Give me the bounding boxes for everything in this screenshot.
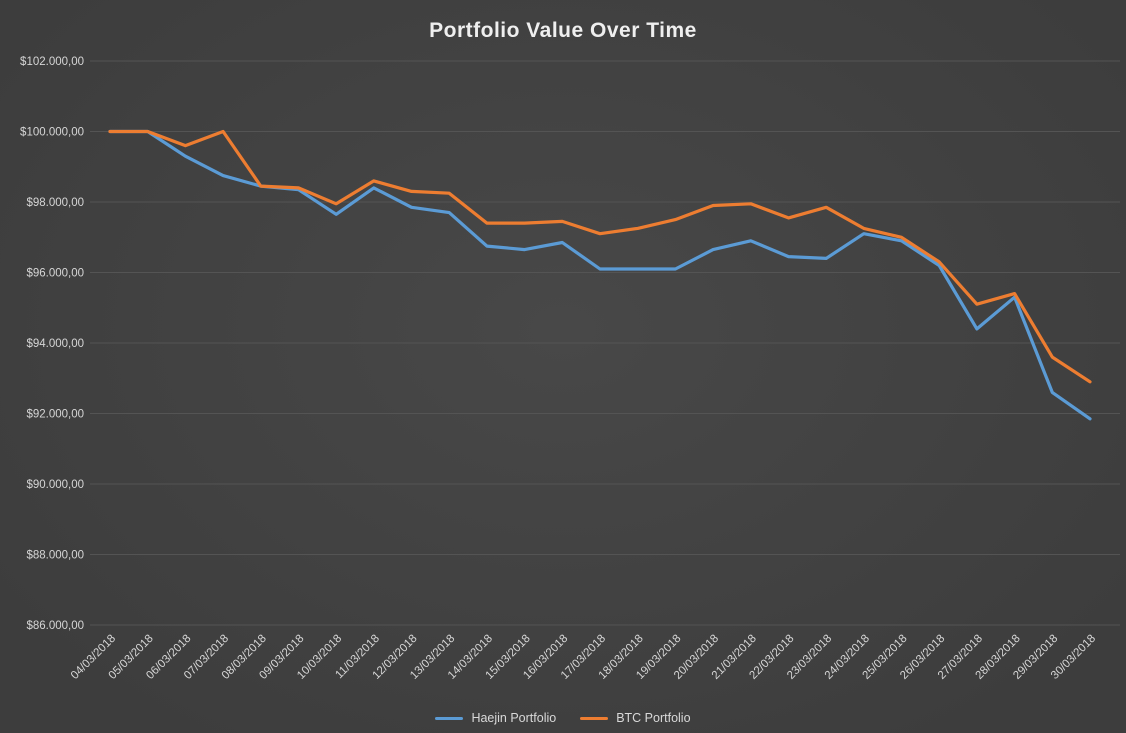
y-axis-tick-label: $86.000,00 bbox=[26, 620, 84, 632]
legend-item-btc-portfolio: BTC Portfolio bbox=[580, 711, 691, 725]
legend: Haejin Portfolio BTC Portfolio bbox=[0, 711, 1126, 725]
series-lines bbox=[108, 129, 1092, 421]
y-axis-tick-label: $100.000,00 bbox=[20, 127, 84, 139]
y-axis-tick-label: $88.000,00 bbox=[26, 550, 84, 562]
legend-key-btc-portfolio bbox=[580, 716, 609, 720]
y-axis-tick-label: $102.000,00 bbox=[20, 56, 84, 68]
y-axis-tick-label: $92.000,00 bbox=[26, 409, 84, 421]
x-axis-labels: 04/03/201805/03/201806/03/201807/03/2018… bbox=[69, 633, 1098, 682]
y-axis-tick-label: $94.000,00 bbox=[26, 338, 84, 350]
series-line-haejin-portfolio bbox=[108, 129, 1092, 421]
legend-item-haejin-portfolio: Haejin Portfolio bbox=[435, 711, 556, 725]
legend-label-haejin-portfolio: Haejin Portfolio bbox=[471, 711, 557, 725]
y-axis-tick-label: $90.000,00 bbox=[26, 479, 84, 491]
y-axis-tick-label: $96.000,00 bbox=[26, 268, 84, 280]
y-axis-tick-label: $98.000,00 bbox=[26, 197, 84, 209]
chart-title: Portfolio Value Over Time bbox=[429, 19, 697, 42]
legend-label-btc-portfolio: BTC Portfolio bbox=[616, 711, 691, 725]
legend-key-haejin-portfolio bbox=[435, 716, 464, 720]
y-axis-labels: $86.000,00 $88.000,00 $90.000,00 $92.000,00… bbox=[20, 56, 84, 632]
series-line-btc-portfolio bbox=[108, 129, 1092, 384]
gridlines bbox=[90, 60, 1120, 626]
